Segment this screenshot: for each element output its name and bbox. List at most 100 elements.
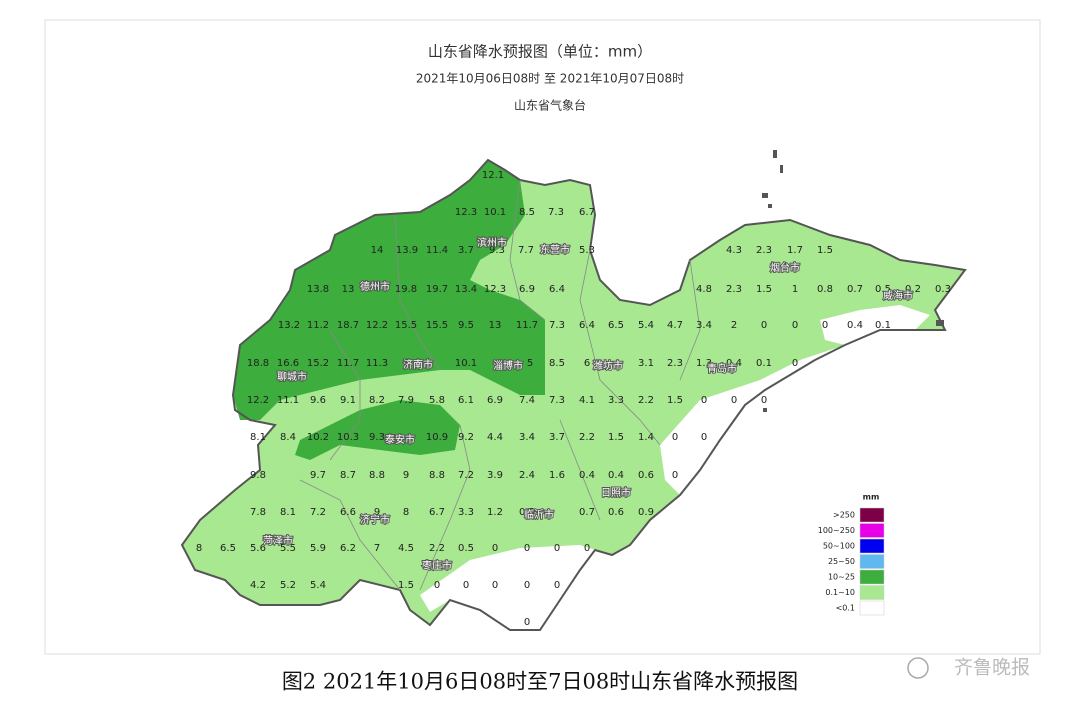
station-value: 1.3 bbox=[696, 358, 712, 369]
station-value: 12.1 bbox=[482, 170, 504, 181]
station-value: 0 bbox=[672, 432, 678, 443]
city-label: 聊城市 bbox=[277, 370, 307, 383]
station-value: 0 bbox=[492, 543, 498, 554]
station-value: 0 bbox=[761, 320, 767, 331]
station-value: 5.3 bbox=[579, 245, 595, 256]
station-value: 7.2 bbox=[310, 507, 326, 518]
islands bbox=[762, 150, 944, 412]
province bbox=[180, 150, 967, 631]
station-value: 0 bbox=[761, 395, 767, 406]
station-value: 1.7 bbox=[787, 245, 803, 256]
station-value: 8 bbox=[403, 507, 409, 518]
station-value: 11.7 bbox=[337, 358, 359, 369]
legend-swatch bbox=[859, 600, 885, 616]
station-value: 0 bbox=[701, 432, 707, 443]
station-value: 4.3 bbox=[726, 245, 742, 256]
legend-label: 25~50 bbox=[828, 557, 855, 566]
station-value: 9.1 bbox=[340, 395, 356, 406]
legend-swatch bbox=[859, 507, 885, 523]
city-label: 济宁市 bbox=[360, 513, 390, 526]
station-value: 6 bbox=[584, 358, 590, 369]
station-value: 18.8 bbox=[247, 358, 269, 369]
station-value: 6.7 bbox=[429, 507, 445, 518]
station-value: 6.9 bbox=[519, 284, 535, 295]
station-value: 15.5 bbox=[395, 320, 417, 331]
station-value: 2.3 bbox=[726, 284, 742, 295]
station-value: 0.4 bbox=[847, 320, 863, 331]
city-label: 滨州市 bbox=[477, 236, 507, 249]
station-value: 9.6 bbox=[310, 395, 326, 406]
station-value: 15.5 bbox=[426, 320, 448, 331]
station-value: 3.3 bbox=[458, 507, 474, 518]
station-value: 8 bbox=[196, 543, 202, 554]
city-label: 泰安市 bbox=[385, 433, 415, 446]
station-value: 0.2 bbox=[905, 284, 921, 295]
station-value: 1.5 bbox=[817, 245, 833, 256]
caption: 图2 2021年10月6日08时至7日08时山东省降水预报图 bbox=[282, 670, 798, 694]
station-value: 7.4 bbox=[519, 395, 535, 406]
station-value: 5.2 bbox=[280, 580, 296, 591]
station-value: 0.4 bbox=[608, 470, 624, 481]
station-value: 9 bbox=[374, 507, 380, 518]
station-value: 13.9 bbox=[396, 245, 418, 256]
station-value: 10.1 bbox=[484, 207, 506, 218]
station-value: 5.8 bbox=[429, 395, 445, 406]
station-value: 6.5 bbox=[608, 320, 624, 331]
station-value: 0.1 bbox=[875, 320, 891, 331]
legend: mm >250 100~250 50~100 25~50 10~25 0.1~10 <0.1 bbox=[818, 493, 885, 616]
no-rain-area bbox=[420, 545, 612, 630]
station-value: 7.3 bbox=[549, 320, 565, 331]
station-value: 8.2 bbox=[369, 395, 385, 406]
station-value: 4.1 bbox=[579, 395, 595, 406]
station-value: 13.2 bbox=[278, 320, 300, 331]
station-value: 12.2 bbox=[366, 320, 388, 331]
station-value: 0.4 bbox=[726, 358, 742, 369]
station-value: 0.8 bbox=[817, 284, 833, 295]
legend-label: 10~25 bbox=[828, 573, 855, 582]
station-value: 19.8 bbox=[395, 284, 417, 295]
city-label: 临沂市 bbox=[524, 508, 554, 521]
station-value: 3.1 bbox=[638, 358, 654, 369]
station-value: 12.2 bbox=[247, 395, 269, 406]
legend-label: 50~100 bbox=[823, 542, 855, 551]
legend-swatch bbox=[859, 554, 885, 569]
station-value: 0.6 bbox=[608, 507, 624, 518]
station-value: 4.7 bbox=[667, 320, 683, 331]
station-value: 0 bbox=[554, 543, 560, 554]
station-value: 0.1 bbox=[756, 358, 772, 369]
station-value: 0 bbox=[792, 358, 798, 369]
station-value: 0 bbox=[463, 580, 469, 591]
station-value: 7 bbox=[374, 543, 380, 554]
station-value: 2.3 bbox=[756, 245, 772, 256]
station-value: 3.7 bbox=[549, 432, 565, 443]
station-value: 7.3 bbox=[549, 395, 565, 406]
station-value: 6.1 bbox=[458, 395, 474, 406]
station-value: 0 bbox=[584, 543, 590, 554]
no-rain-area bbox=[660, 345, 845, 495]
station-value: 5.4 bbox=[310, 580, 326, 591]
map-title: 山东省降水预报图（单位：mm） bbox=[428, 43, 652, 61]
station-value: 8.4 bbox=[280, 432, 296, 443]
legend-label: <0.1 bbox=[836, 604, 855, 613]
station-value: 0.3 bbox=[935, 284, 951, 295]
station-value: 0 bbox=[524, 580, 530, 591]
station-value: 8.8 bbox=[369, 470, 385, 481]
station-value: 0.9 bbox=[638, 507, 654, 518]
station-value: 2.4 bbox=[519, 470, 535, 481]
station-value: 5.6 bbox=[250, 543, 266, 554]
station-value: 0 bbox=[434, 580, 440, 591]
station-value: 10.3 bbox=[337, 432, 359, 443]
station-values: 12.112.3 10.1 8.5 7.3 6.714 13.9 11.4 3.7 9.3 7.7… bbox=[196, 170, 951, 628]
watermark-icon bbox=[907, 657, 929, 679]
station-value: 0.7 bbox=[579, 507, 595, 518]
station-value: 12.3 bbox=[455, 207, 477, 218]
station-value: 11.4 bbox=[426, 245, 448, 256]
legend-unit: mm bbox=[863, 493, 880, 502]
city-label: 菏泽市 bbox=[263, 534, 293, 547]
station-value: 0 bbox=[492, 580, 498, 591]
station-value: 1.5 bbox=[398, 580, 414, 591]
city-label: 威海市 bbox=[883, 289, 913, 302]
